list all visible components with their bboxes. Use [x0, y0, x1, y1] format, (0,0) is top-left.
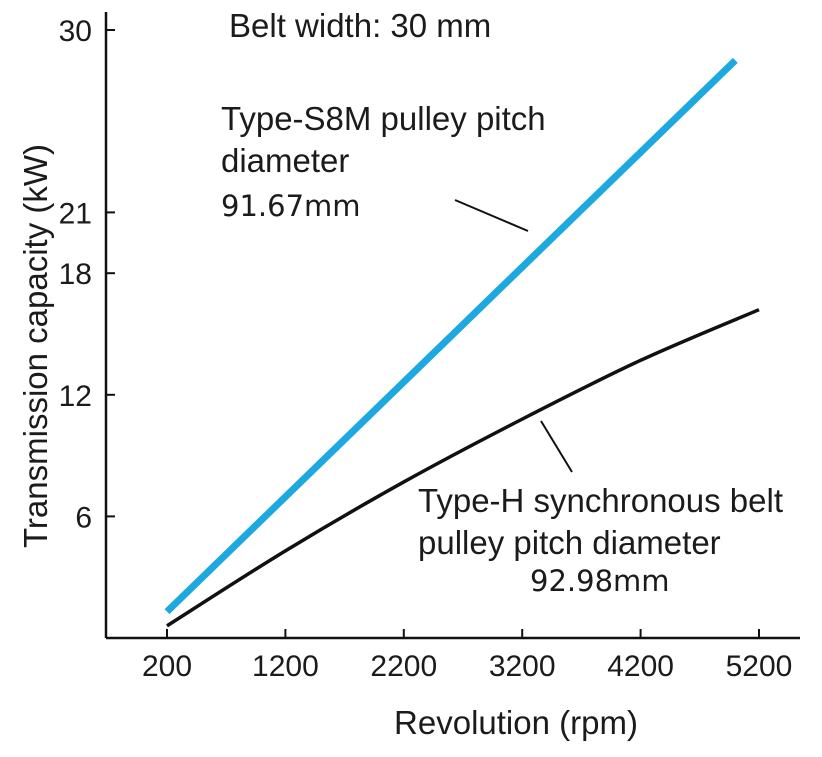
series-line-h	[166, 308, 760, 628]
y-tick-label: 12	[59, 380, 92, 413]
h-annotation-line2: pulley pitch diameter	[418, 524, 721, 561]
s8m-leader-line	[454, 199, 529, 232]
x-tick-label: 200	[142, 650, 192, 683]
chart-title: Belt width: 30 mm	[229, 7, 491, 44]
y-tick-label: 21	[59, 197, 92, 230]
s8m-annotation-value: 91.67mm	[221, 189, 361, 223]
series-line-s8m	[164, 57, 738, 615]
x-tick-label: 4200	[607, 650, 674, 683]
x-tick-label: 1200	[252, 650, 319, 683]
h-annotation-line1: Type-H synchronous belt	[418, 482, 783, 519]
x-tick-label: 5200	[726, 650, 793, 683]
y-tick-label: 30	[59, 15, 92, 48]
h-annotation-value: 92.98mm	[530, 564, 670, 598]
x-tick-label: 2200	[370, 650, 437, 683]
x-axis-title: Revolution (rpm)	[394, 704, 638, 741]
leader-lines	[454, 199, 573, 473]
series-lines	[164, 57, 760, 628]
h-leader-line	[540, 420, 573, 473]
y-tick-label: 6	[75, 501, 92, 534]
axes	[104, 12, 800, 640]
y-tick-label: 18	[59, 258, 92, 291]
s8m-annotation-line2: diameter	[221, 142, 349, 179]
s8m-annotation-line1: Type-S8M pulley pitch	[221, 100, 546, 137]
ticks: 200 1200 2200 3200 4200 5200 6 12 18 21 30	[59, 15, 793, 683]
y-axis-title: Transmission capacity (kW)	[17, 144, 54, 548]
x-tick-label: 3200	[489, 650, 556, 683]
